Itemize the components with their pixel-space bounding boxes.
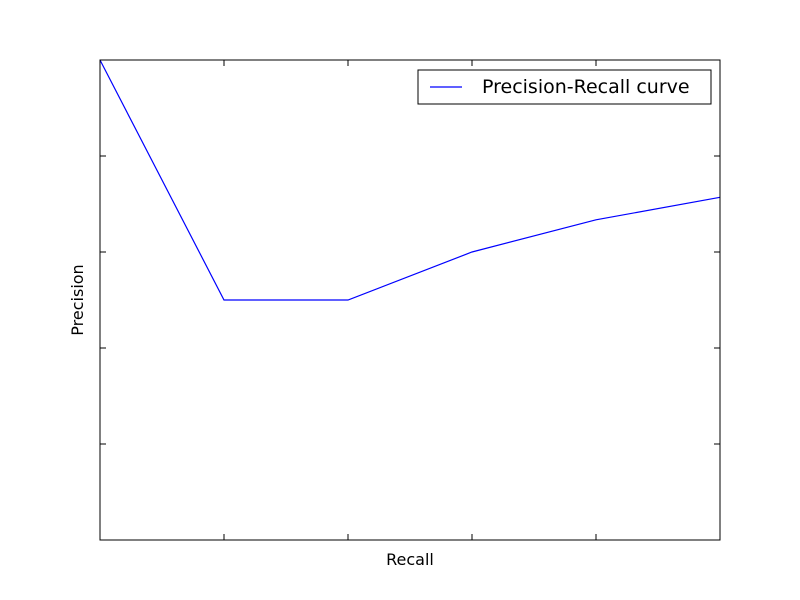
- plot-frame: [99, 59, 721, 541]
- y-axis-label: Precision: [68, 264, 87, 335]
- series-layer: [99, 59, 721, 301]
- legend: Precision-Recall curve: [417, 69, 712, 105]
- data-point-0-3: [472, 252, 473, 253]
- series-line-0: [99, 59, 721, 301]
- data-point-0-1: [224, 300, 225, 301]
- data-point-0-2: [348, 300, 349, 301]
- plot-background: [100, 60, 720, 540]
- data-point-0-4: [596, 219, 597, 220]
- legend-label: Precision-Recall curve: [482, 76, 690, 98]
- legend-box: [417, 69, 712, 105]
- x-axis-label: Recall: [386, 550, 434, 569]
- plot-area: [100, 60, 720, 540]
- axis-ticks: [100, 60, 720, 540]
